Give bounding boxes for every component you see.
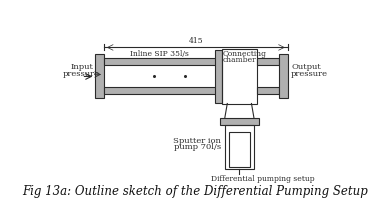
Text: pressure: pressure [291,70,328,78]
Bar [256,88,279,95]
Bar [229,132,250,167]
Text: 415: 415 [188,37,203,45]
Bar [222,50,256,104]
Text: Fig 13a: Outline sketch of the Differential Pumping Setup: Fig 13a: Outline sketch of the Different… [23,184,368,197]
Text: Sputter ion: Sputter ion [173,137,221,144]
Text: chamber: chamber [223,56,256,64]
Text: Connecting: Connecting [223,50,267,58]
Bar [279,55,288,99]
Text: Differential pumping setup: Differential pumping setup [211,174,314,182]
Text: Inline SIP 35l/s: Inline SIP 35l/s [130,50,189,58]
Bar [104,59,218,66]
Bar [219,118,259,125]
Bar [225,125,254,169]
Text: Input: Input [70,63,93,71]
Text: Output: Output [291,63,321,71]
Bar [95,55,104,99]
Bar [215,51,222,103]
Bar [104,88,218,95]
Bar [256,59,279,66]
Text: pressure: pressure [63,70,100,78]
Text: pump 70l/s: pump 70l/s [174,142,221,150]
